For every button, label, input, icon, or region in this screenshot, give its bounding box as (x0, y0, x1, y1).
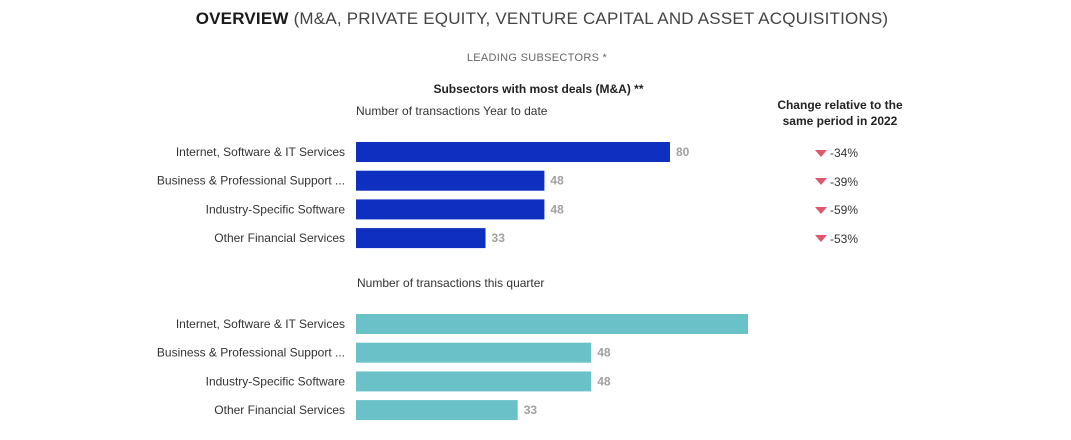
category-label-ytd-2: Industry-Specific Software (206, 202, 346, 216)
change-value: -39% (830, 174, 859, 189)
category-label-quarter-3: Other Financial Services (214, 403, 345, 417)
change-item-2: -59% (815, 202, 858, 218)
category-label-quarter-1: Business & Professional Support ... (157, 346, 345, 360)
change-item-3: -53% (815, 231, 858, 247)
value-label-quarter-3: 33 (524, 403, 538, 417)
category-label-quarter-0: Internet, Software & IT Services (176, 317, 345, 331)
section-title: Subsectors with most deals (M&A) ** (433, 82, 644, 96)
bar-quarter-3 (356, 400, 518, 421)
change-value: -53% (830, 231, 859, 246)
value-label-ytd-1: 48 (550, 174, 564, 188)
value-label-ytd-2: 48 (550, 202, 564, 216)
category-label-quarter-2: Industry-Specific Software (206, 374, 346, 388)
bar-ytd-1 (356, 170, 545, 191)
bar-ytd-2 (356, 199, 545, 220)
bar-quarter-0 (356, 314, 748, 334)
down-triangle-icon (815, 178, 827, 185)
change-column-header: Change relative to the same period in 20… (760, 97, 920, 129)
category-label-ytd-1: Business & Professional Support ... (157, 174, 345, 188)
page-title: OVERVIEW (M&A, PRIVATE EQUITY, VENTURE C… (0, 9, 1071, 29)
change-header-line1: Change relative to the (777, 98, 903, 112)
bar-ytd-3 (356, 228, 486, 249)
change-value: -59% (830, 203, 859, 217)
down-triangle-icon (815, 206, 827, 214)
subtitle: LEADING SUBSECTORS * (466, 52, 608, 64)
value-label-quarter-2: 48 (597, 374, 611, 388)
chart-title-quarter: Number of transactions this quarter (357, 276, 545, 290)
change-value: -34% (830, 146, 859, 160)
down-triangle-icon (815, 149, 827, 157)
page-title-bold: OVERVIEW (195, 9, 289, 28)
value-label-ytd-0: 80 (676, 145, 690, 159)
value-label-quarter-1: 48 (597, 346, 611, 360)
category-label-ytd-0: Internet, Software & IT Services (176, 145, 345, 159)
bar-quarter-2 (356, 371, 592, 392)
bar-quarter-1 (356, 342, 592, 363)
bar-ytd-0 (356, 142, 670, 162)
page-title-rest: (M&A, PRIVATE EQUITY, VENTURE CAPITAL AN… (293, 9, 889, 28)
category-label-ytd-3: Other Financial Services (214, 231, 345, 245)
change-header-line2: same period in 2022 (782, 114, 898, 128)
chart-title-ytd: Number of transactions Year to date (356, 104, 548, 118)
value-label-ytd-3: 33 (492, 231, 506, 245)
change-item-1: -39% (815, 174, 858, 190)
down-triangle-icon (815, 235, 827, 242)
change-item-0: -34% (815, 145, 858, 161)
